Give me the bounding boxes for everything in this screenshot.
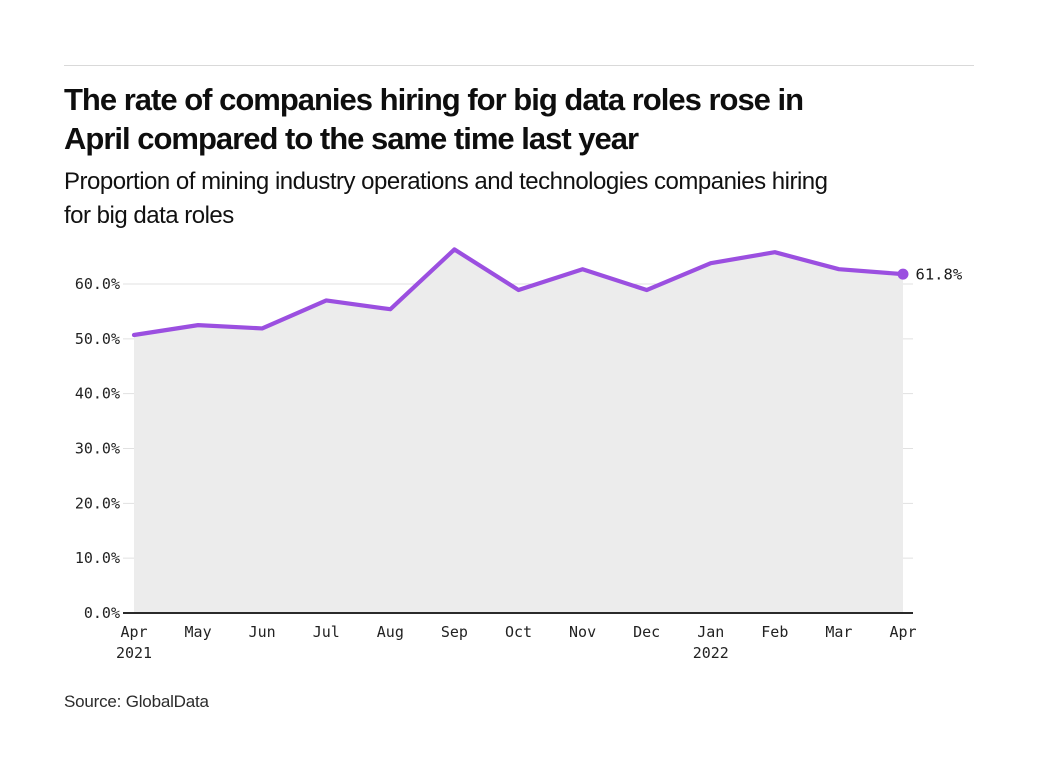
x-tick-sublabel: 2022 [693,644,729,662]
area-fill [134,249,903,613]
x-tick-label: May [185,623,212,641]
x-tick-label: Nov [569,623,596,641]
page-subtitle: Proportion of mining industry operations… [64,165,828,233]
x-tick-label: Dec [633,623,660,641]
x-tick-label: Jul [313,623,340,641]
source-text: Source: GlobalData [64,692,209,711]
y-tick-label: 40.0% [75,385,120,403]
x-tick-label: Sep [441,623,468,641]
y-tick-label: 30.0% [75,440,120,458]
top-divider [64,65,974,66]
x-tick-label: Oct [505,623,532,641]
end-value-label: 61.8% [916,266,963,284]
x-tick-label: Apr [120,623,147,641]
x-tick-label: Jan [697,623,724,641]
y-tick-label: 20.0% [75,494,120,512]
page-title-line-2: April compared to the same time last yea… [64,121,639,156]
page-subtitle-line-2: for big data roles [64,202,234,229]
page-subtitle-line-1: Proportion of mining industry operations… [64,168,828,195]
end-point-dot [897,268,909,280]
x-tick-label: Apr [889,623,916,641]
x-tick-sublabel: 2021 [116,644,152,662]
page-title: The rate of companies hiring for big dat… [64,80,804,158]
y-tick-label: 10.0% [75,549,120,567]
x-tick-label: Feb [761,623,788,641]
x-tick-label: Aug [377,623,404,641]
x-tick-label: Jun [249,623,276,641]
y-tick-label: 60.0% [75,275,120,293]
y-tick-label: 0.0% [84,604,120,622]
y-tick-label: 50.0% [75,330,120,348]
data-line [131,247,906,338]
page-title-line-1: The rate of companies hiring for big dat… [64,82,804,117]
x-tick-label: Mar [825,623,852,641]
